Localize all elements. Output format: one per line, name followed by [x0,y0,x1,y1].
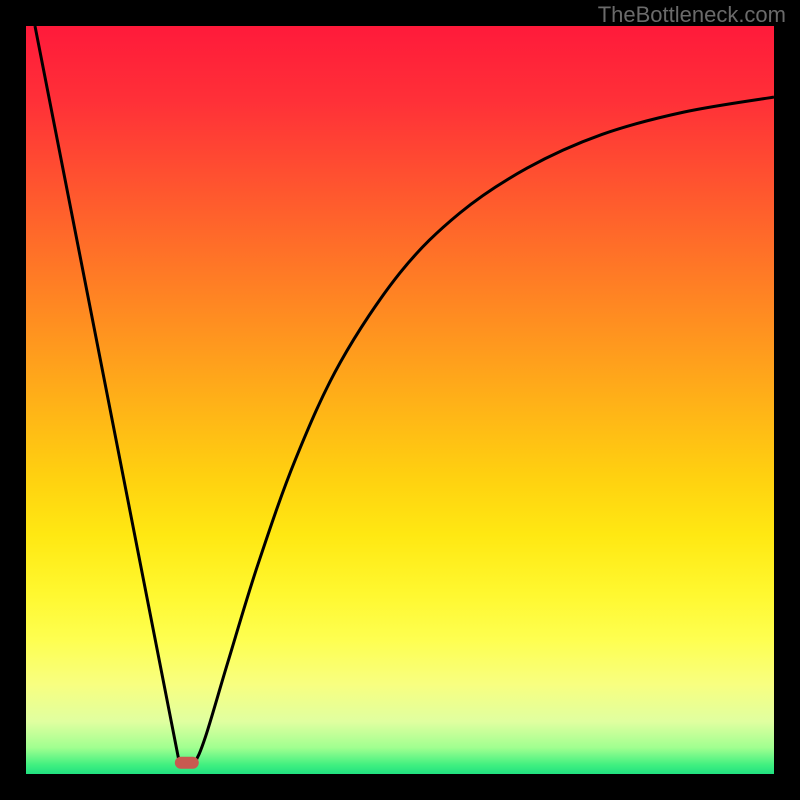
optimal-marker [175,757,199,769]
chart-container: { "canvas": { "width": 800, "height": 80… [0,0,800,800]
chart-background [26,26,774,774]
bottleneck-chart [0,0,800,800]
watermark-text: TheBottleneck.com [598,2,786,28]
